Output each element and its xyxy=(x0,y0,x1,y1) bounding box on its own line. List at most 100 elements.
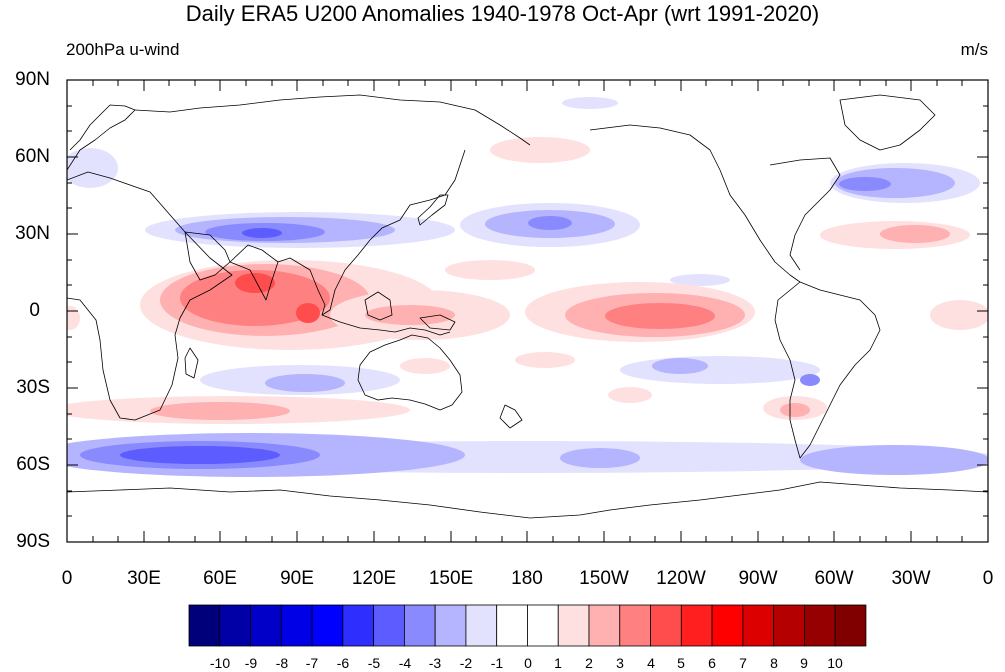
colorbar-label-0: 0 xyxy=(524,655,532,671)
lon-label-120e: 120E xyxy=(351,568,397,589)
units-label: m/s xyxy=(960,40,988,59)
colorbar-label-1: 1 xyxy=(554,655,562,671)
lon-label-0: 0 xyxy=(61,568,73,589)
colorbar-label-m10: -10 xyxy=(209,655,231,671)
lat-label-30s: 30S xyxy=(16,377,50,398)
colorbar-box xyxy=(557,604,590,647)
lat-label-60s: 60S xyxy=(16,454,50,475)
colorbar-box xyxy=(619,604,651,647)
coast-japan xyxy=(417,194,449,226)
colorbar-label-4: 4 xyxy=(647,655,655,671)
colorbar-box xyxy=(680,604,713,647)
anomaly-indian-ocean-core-2 xyxy=(296,303,320,323)
colorbar-box xyxy=(465,604,498,647)
coast-south-america xyxy=(774,281,881,459)
lat-label-eq: 0 xyxy=(29,300,40,321)
colorbar-label-3: 3 xyxy=(616,655,624,671)
colorbar-label-9: 9 xyxy=(800,655,808,671)
colorbar-label-2: 2 xyxy=(585,655,593,671)
lat-label-90n: 90N xyxy=(15,69,50,90)
colorbar-box xyxy=(188,604,221,647)
coast-new-guinea xyxy=(419,314,456,331)
anomaly-north-pacific-core xyxy=(528,216,572,230)
colorbar-box xyxy=(650,604,682,647)
anomaly-south-america-patch xyxy=(800,374,820,386)
anomaly-north-atlantic-core xyxy=(839,177,891,191)
coast-north-america-east xyxy=(769,157,841,271)
colorbar-label-m9: -9 xyxy=(244,655,258,671)
anomaly-europe-patch xyxy=(67,148,118,188)
colorbar-box xyxy=(373,604,405,647)
colorbar-box xyxy=(219,604,251,647)
colorbar-label-m3: -3 xyxy=(428,655,442,671)
lon-label-180: 180 xyxy=(511,568,543,589)
anomaly-australia-patch xyxy=(400,358,450,374)
lon-ticks xyxy=(66,80,989,542)
coast-africa xyxy=(67,171,233,421)
negative-anomaly-shading xyxy=(67,97,988,477)
anomaly-south-pacific-patch-2 xyxy=(608,387,652,403)
anomaly-south-indian-subtropics-core xyxy=(265,374,345,392)
colorbar-label-m5: -5 xyxy=(367,655,381,671)
lon-label-60w: 60W xyxy=(814,568,854,589)
colorbar-box xyxy=(527,604,559,647)
coast-new-zealand xyxy=(499,404,523,429)
anomaly-south-indian-midlat-core xyxy=(150,402,290,420)
anomaly-south-atlantic-midlat-core xyxy=(780,403,810,417)
lon-label-120w: 120W xyxy=(656,568,706,589)
coast-siberia xyxy=(134,94,531,146)
colorbar-label-m8: -8 xyxy=(275,655,289,671)
anomaly-tropical-pacific-patch xyxy=(670,274,730,286)
colorbar-label-m7: -7 xyxy=(305,655,319,671)
coast-australia xyxy=(357,334,463,411)
coastlines xyxy=(67,94,988,519)
colorbar xyxy=(188,604,867,647)
colorbar-label-5: 5 xyxy=(677,655,685,671)
coast-indonesia xyxy=(321,314,451,336)
coast-arabia xyxy=(184,231,231,281)
lat-label-90s: 90S xyxy=(16,531,50,552)
anomaly-southern-indian-core-2 xyxy=(120,446,280,464)
coast-borneo xyxy=(364,291,393,321)
colorbar-box xyxy=(311,604,344,647)
map-title: Daily ERA5 U200 Anomalies 1940-1978 Oct-… xyxy=(185,1,820,26)
lon-label-150e: 150E xyxy=(428,568,474,589)
lat-label-60n: 60N xyxy=(15,146,50,167)
anomaly-indian-ocean-core-1 xyxy=(235,273,275,293)
colorbar-box xyxy=(250,604,282,647)
anomaly-south-pacific-patch-1 xyxy=(515,352,575,368)
lon-label-60e: 60E xyxy=(203,568,237,589)
coast-antarctica xyxy=(67,481,988,519)
colorbar-label-m4: -4 xyxy=(398,655,412,671)
colorbar-label-6: 6 xyxy=(708,655,716,671)
coast-madagascar xyxy=(184,347,199,379)
lon-label-90e: 90E xyxy=(280,568,314,589)
coast-europe-north xyxy=(67,104,136,171)
anomaly-fields xyxy=(67,97,988,477)
colorbar-box xyxy=(434,604,467,647)
colorbar-box xyxy=(742,604,775,647)
colorbar-label-m1: -1 xyxy=(490,655,504,671)
lat-label-30n: 30N xyxy=(15,223,50,244)
colorbar-label-m2: -2 xyxy=(459,655,473,671)
lon-label-30w: 30W xyxy=(891,568,931,589)
coast-greenland xyxy=(839,94,936,151)
variable-label: 200hPa u-wind xyxy=(66,40,180,59)
colorbar-box xyxy=(588,604,621,647)
colorbar-box xyxy=(834,604,867,647)
anomaly-north-atlantic-subtropics-core xyxy=(880,225,950,243)
anomaly-asian-jet-core xyxy=(242,228,282,238)
colorbar-label-10: 10 xyxy=(827,655,843,671)
anomaly-africa-west xyxy=(67,306,80,330)
anomaly-indian-ocean-inner xyxy=(180,270,330,326)
lon-label-30e: 30E xyxy=(127,568,161,589)
anomaly-maritime-continent-core xyxy=(365,305,455,325)
colorbar-label-8: 8 xyxy=(770,655,778,671)
coast-north-america xyxy=(589,124,801,283)
colorbar-box xyxy=(342,604,375,647)
lon-label-0-right: 0 xyxy=(982,568,994,589)
colorbar-label-m6: -6 xyxy=(336,655,350,671)
colorbar-box xyxy=(804,604,836,647)
anomaly-atlantic-equator xyxy=(930,300,988,330)
